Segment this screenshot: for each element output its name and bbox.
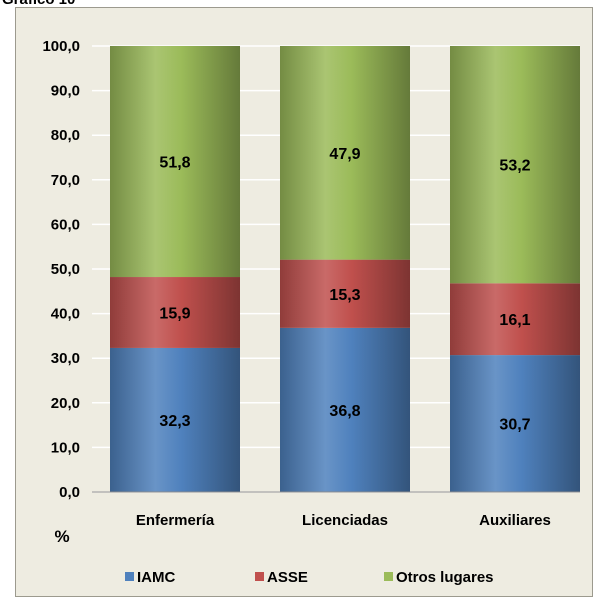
y-tick-label: 0,0 [59, 484, 80, 501]
data-labels: 32,3 15,9 51,8 36,8 15,3 47,9 30,7 16,1 53,2 [159, 146, 530, 434]
legend-entry: IAMC [137, 569, 175, 586]
bar-segment [110, 46, 240, 278]
bar-segment [110, 347, 240, 492]
data-label: 47,9 [329, 146, 360, 163]
y-tick-label: 80,0 [51, 127, 80, 144]
y-tick-label: 20,0 [51, 395, 80, 412]
y-tick-label: 60,0 [51, 216, 80, 233]
bar-segment [450, 46, 580, 284]
data-label: 36,8 [329, 403, 360, 420]
chart-title: Gráfico 10 [2, 0, 75, 9]
y-tick-label: 50,0 [51, 261, 80, 278]
y-tick-label: 40,0 [51, 306, 80, 323]
bars [110, 46, 580, 492]
y-tick-label: 10,0 [51, 439, 80, 456]
bar-segment [450, 355, 580, 492]
legend-entry: ASSE [267, 569, 308, 586]
bar-segment [280, 259, 410, 328]
x-tick-label: Auxiliares [479, 512, 551, 529]
data-label: 16,1 [499, 312, 530, 329]
data-label: 51,8 [159, 155, 190, 172]
legend-swatch [125, 572, 134, 581]
data-label: 30,7 [499, 417, 530, 434]
legend-entry: Otros lugares [396, 569, 494, 586]
data-label: 15,9 [159, 305, 190, 322]
bar-segment [280, 46, 410, 260]
bar-segment [450, 283, 580, 356]
x-tick-label: Licenciadas [302, 512, 388, 529]
legend-swatch [384, 572, 393, 581]
x-tick-label: Enfermería [136, 512, 215, 529]
y-tick-label: 30,0 [51, 350, 80, 367]
legend-swatch [255, 572, 264, 581]
bar-segment [110, 277, 240, 348]
y-tick-label: 90,0 [51, 83, 80, 100]
y-tick-label: 70,0 [51, 172, 80, 189]
y-tick-label: 100,0 [42, 38, 80, 55]
data-label: 15,3 [329, 287, 360, 304]
axes: 0,0 10,0 20,0 30,0 40,0 50,0 60,0 70,0 80,0 90,0 1… [42, 38, 580, 546]
data-label: 32,3 [159, 413, 190, 430]
legend: IAMC ASSE Otros lugares [125, 569, 494, 586]
bar-segment [280, 327, 410, 492]
y-axis-label: % [54, 527, 69, 546]
data-label: 53,2 [499, 158, 530, 175]
